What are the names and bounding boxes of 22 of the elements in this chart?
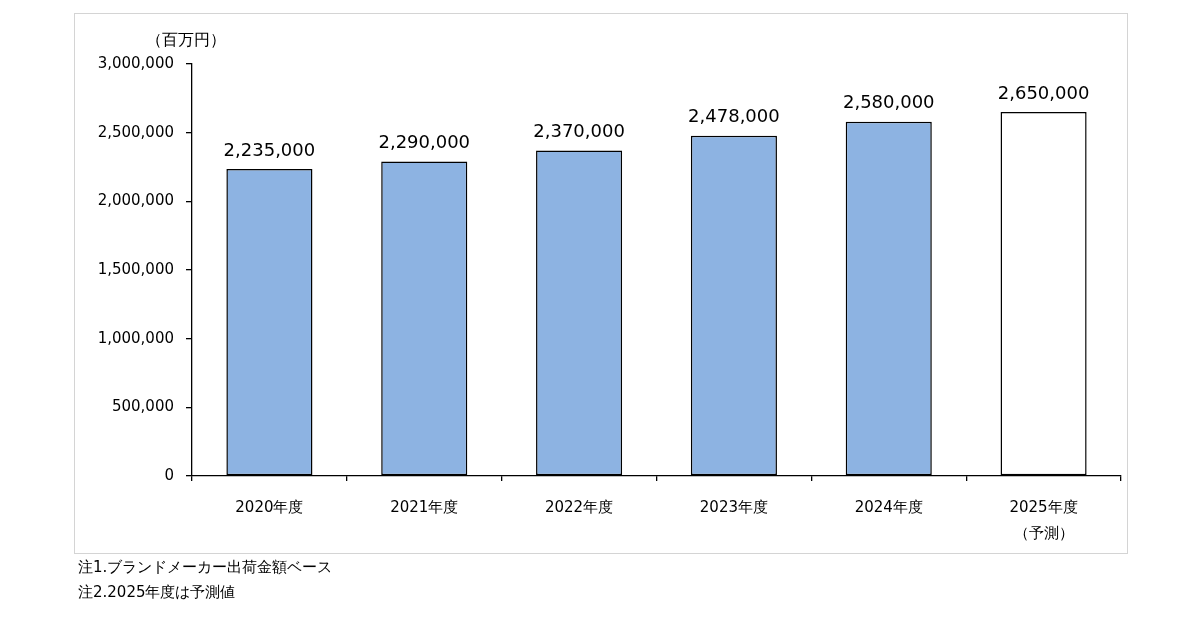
y-tick-label: 3,000,000: [97, 53, 174, 72]
data-label: 2,478,000: [688, 105, 780, 127]
text: 注1.ブランドメーカー出荷金額ベース: [78, 557, 333, 578]
x-tick-label: 2025年度（予測）: [1009, 498, 1078, 543]
y-tick-label: 1,000,000: [97, 328, 174, 347]
y-tick-label: 2,000,000: [97, 191, 174, 210]
y-tick-label: 500,000: [111, 397, 174, 416]
y-tick-label: 1,500,000: [97, 259, 174, 278]
x-tick-label: 2021年度: [390, 498, 459, 517]
x-tick-label: 2024年度: [854, 498, 923, 517]
y-tick-label: 0: [164, 465, 174, 484]
data-label: 2,650,000: [997, 81, 1090, 103]
data-label: 2,235,000: [223, 138, 316, 160]
x-tick-label: 2020年度: [235, 498, 304, 517]
text: 注2.2025年度は予測値: [78, 582, 237, 603]
y-tick-label: 2,500,000: [97, 122, 174, 141]
data-label: 2,370,000: [533, 120, 625, 142]
x-tick-label: 2022年度: [544, 498, 614, 517]
data-label: 2,580,000: [842, 91, 935, 113]
data-label: 2,290,000: [378, 131, 471, 153]
y-axis-title: （百万円）: [146, 30, 226, 51]
x-tick-label: 2023年度: [699, 498, 769, 517]
